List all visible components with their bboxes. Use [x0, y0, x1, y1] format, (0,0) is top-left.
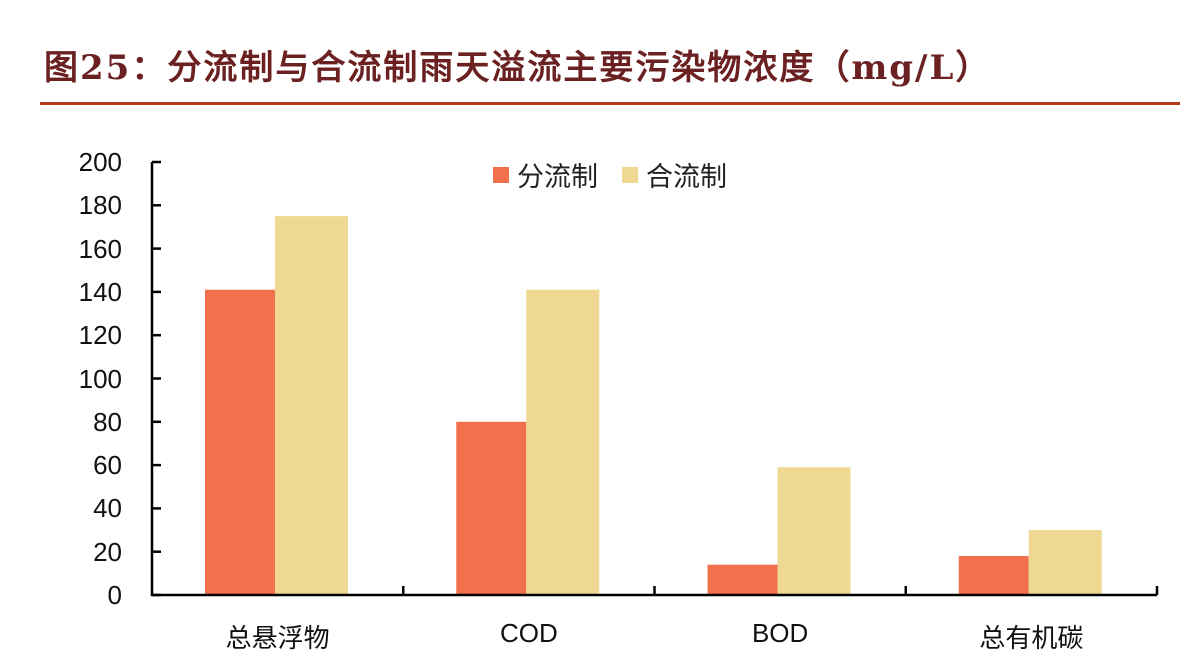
y-tick-label: 180 [78, 190, 122, 221]
y-tick-label: 20 [93, 536, 122, 567]
bar-combined [1028, 530, 1102, 595]
legend-swatch-separate [493, 166, 509, 183]
x-tick-label: 总悬浮物 [225, 623, 330, 653]
y-tick-label: 60 [93, 450, 122, 481]
legend-item-combined: 合流制 [622, 155, 727, 194]
y-tick-label: 160 [78, 233, 122, 264]
bar-combined [275, 216, 348, 595]
title-divider [40, 102, 1180, 105]
y-tick-label: 120 [78, 320, 122, 351]
bar-separate [958, 556, 1029, 595]
chart-title: 图25：分流制与合流制雨天溢流主要污染物浓度（mg/L） [44, 48, 992, 88]
legend-label-combined: 合流制 [646, 162, 727, 192]
bar-separate [205, 289, 275, 595]
legend-item-separate: 分流制 [493, 155, 598, 194]
x-tick-label: BOD [751, 618, 809, 648]
legend: 分流制 合流制 [493, 155, 741, 194]
y-tick-label: 80 [93, 406, 122, 437]
bar-combined [777, 467, 851, 595]
y-tick-label: 140 [78, 276, 122, 307]
legend-swatch-combined [622, 166, 638, 183]
bar-separate [456, 421, 527, 595]
y-tick-label: 0 [107, 580, 122, 610]
legend-label-separate: 分流制 [517, 162, 598, 192]
y-tick-label: 40 [93, 493, 122, 524]
x-tick-label: COD [499, 618, 558, 648]
x-tick-label: 总有机碳 [979, 623, 1084, 653]
y-tick-label: 200 [78, 147, 122, 177]
bar-combined [526, 289, 600, 595]
y-tick-label: 100 [78, 363, 122, 394]
bar-separate [707, 564, 778, 595]
